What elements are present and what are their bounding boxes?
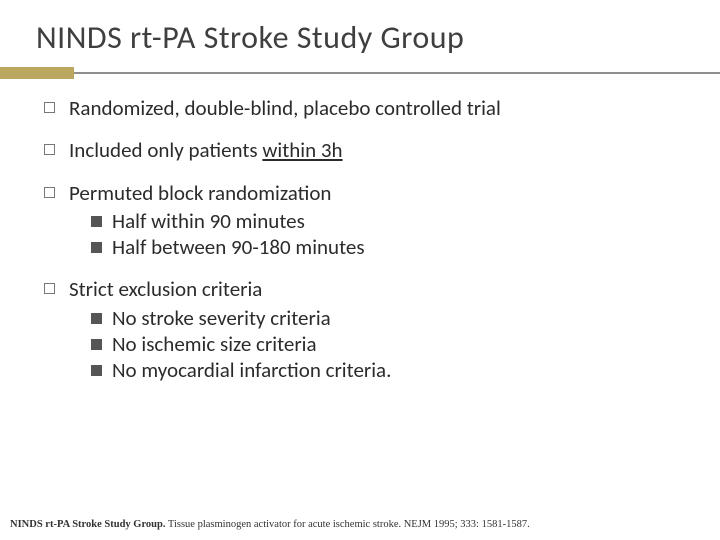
box-bullet-icon bbox=[44, 187, 55, 198]
sub-item: Half within 90 minutes bbox=[91, 208, 365, 234]
bullet-text: Strict exclusion criteria bbox=[69, 276, 391, 302]
sub-text: Half within 90 minutes bbox=[112, 208, 305, 234]
rule-line bbox=[74, 72, 720, 79]
bullet-text: Randomized, double-blind, placebo contro… bbox=[69, 95, 501, 121]
content-area: Randomized, double-blind, placebo contro… bbox=[0, 79, 720, 383]
bullet-item: Strict exclusion criteria No stroke seve… bbox=[44, 276, 676, 383]
box-bullet-icon bbox=[44, 102, 55, 113]
filled-bullet-icon bbox=[91, 313, 102, 324]
rule-accent bbox=[0, 67, 74, 79]
bullet-text-underlined: within 3h bbox=[262, 137, 342, 163]
sub-text: Half between 90-180 minutes bbox=[112, 234, 365, 260]
bullet-text-group: Strict exclusion criteria No stroke seve… bbox=[69, 276, 391, 383]
bullet-text-group: Permuted block randomization Half within… bbox=[69, 180, 365, 261]
sub-item: No stroke severity criteria bbox=[91, 305, 391, 331]
sub-item: No myocardial infarction criteria. bbox=[91, 357, 391, 383]
sub-list: Half within 90 minutes Half between 90-1… bbox=[69, 208, 365, 261]
sub-item: Half between 90-180 minutes bbox=[91, 234, 365, 260]
filled-bullet-icon bbox=[91, 242, 102, 253]
box-bullet-icon bbox=[44, 283, 55, 294]
sub-text: No myocardial infarction criteria. bbox=[112, 357, 391, 383]
citation-rest: Tissue plasminogen activator for acute i… bbox=[165, 519, 529, 530]
filled-bullet-icon bbox=[91, 365, 102, 376]
bullet-text: Permuted block randomization bbox=[69, 180, 365, 206]
filled-bullet-icon bbox=[91, 339, 102, 350]
bullet-text-pre: Included only patients bbox=[69, 137, 262, 163]
sub-item: No ischemic size criteria bbox=[91, 331, 391, 357]
box-bullet-icon bbox=[44, 144, 55, 155]
slide-title: NINDS rt-PA Stroke Study Group bbox=[0, 18, 720, 63]
bullet-item: Randomized, double-blind, placebo contro… bbox=[44, 95, 676, 121]
citation: NINDS rt-PA Stroke Study Group. Tissue p… bbox=[10, 519, 710, 530]
slide: NINDS rt-PA Stroke Study Group Randomize… bbox=[0, 0, 720, 540]
bullet-item: Included only patients within 3h bbox=[44, 137, 676, 163]
bullet-text: Included only patients within 3h bbox=[69, 137, 343, 163]
title-rule bbox=[0, 67, 720, 79]
sub-list: No stroke severity criteria No ischemic … bbox=[69, 305, 391, 384]
sub-text: No ischemic size criteria bbox=[112, 331, 317, 357]
filled-bullet-icon bbox=[91, 216, 102, 227]
bullet-item: Permuted block randomization Half within… bbox=[44, 180, 676, 261]
sub-text: No stroke severity criteria bbox=[112, 305, 331, 331]
citation-bold: NINDS rt-PA Stroke Study Group. bbox=[10, 519, 165, 530]
